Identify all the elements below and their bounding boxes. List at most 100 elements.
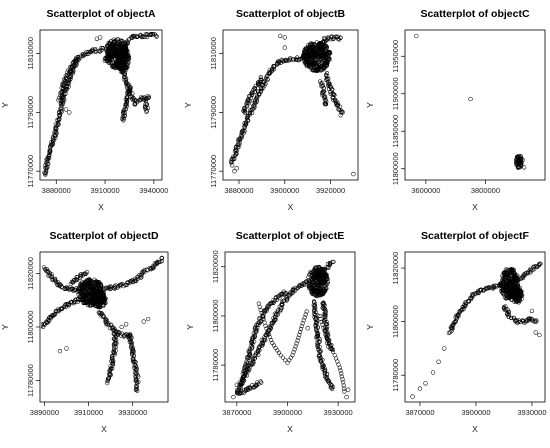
y-tick-label: 11780000 bbox=[391, 359, 400, 392]
data-point bbox=[142, 34, 147, 39]
x-tick-label: 3600000 bbox=[411, 186, 440, 195]
data-point bbox=[519, 289, 524, 294]
data-point bbox=[103, 300, 108, 305]
data-point bbox=[56, 95, 61, 100]
data-point bbox=[506, 314, 511, 319]
data-point bbox=[237, 382, 242, 387]
data-point bbox=[532, 264, 537, 269]
data-point bbox=[316, 60, 321, 65]
data-point bbox=[311, 269, 316, 274]
data-point bbox=[61, 304, 67, 309]
data-point bbox=[283, 291, 288, 296]
data-point bbox=[320, 364, 325, 370]
data-point bbox=[124, 67, 129, 72]
plot-frame bbox=[39, 29, 163, 181]
y-tick-label: 11800000 bbox=[211, 300, 220, 333]
data-point bbox=[460, 307, 465, 312]
data-point bbox=[123, 102, 128, 107]
data-point bbox=[318, 79, 323, 84]
data-point bbox=[502, 270, 507, 275]
data-point bbox=[324, 334, 329, 339]
data-point bbox=[147, 265, 152, 271]
data-point bbox=[525, 317, 530, 322]
data-point bbox=[57, 348, 63, 354]
data-point bbox=[328, 261, 333, 266]
chart-panel-6: Scatterplot of objectF 3870000 3900000 3930… bbox=[365, 230, 547, 434]
data-point bbox=[322, 288, 328, 294]
data-point bbox=[83, 51, 88, 56]
data-point bbox=[117, 48, 122, 53]
data-point bbox=[247, 353, 252, 358]
data-point bbox=[117, 59, 122, 64]
data-point bbox=[291, 350, 296, 355]
data-point bbox=[145, 106, 151, 111]
data-point bbox=[110, 361, 116, 366]
data-point bbox=[73, 299, 78, 305]
y-tick-label: 11810000 bbox=[26, 37, 35, 70]
data-point bbox=[126, 90, 131, 95]
data-point bbox=[321, 312, 326, 317]
data-point bbox=[82, 52, 87, 58]
data-point bbox=[131, 354, 136, 359]
data-point bbox=[280, 302, 285, 307]
chart-title: Scatterplot of objectD bbox=[49, 230, 159, 242]
data-point bbox=[516, 297, 521, 302]
data-point bbox=[237, 136, 242, 141]
data-point bbox=[62, 78, 67, 83]
data-point bbox=[326, 265, 331, 270]
data-point bbox=[514, 162, 519, 168]
data-point bbox=[538, 261, 543, 266]
data-point bbox=[325, 332, 330, 337]
data-point bbox=[240, 128, 245, 133]
data-point bbox=[516, 299, 521, 304]
data-point bbox=[263, 323, 268, 328]
data-point bbox=[505, 295, 510, 300]
data-point bbox=[313, 266, 319, 271]
data-point bbox=[82, 280, 87, 285]
data-point bbox=[135, 388, 140, 393]
data-point bbox=[292, 347, 297, 352]
data-point bbox=[301, 52, 306, 58]
data-point bbox=[251, 103, 256, 108]
x-axis-label: X bbox=[472, 424, 478, 434]
y-axis-label: Y bbox=[365, 324, 375, 330]
x-axis-label: X bbox=[287, 424, 293, 434]
data-point bbox=[99, 299, 104, 304]
data-point bbox=[317, 46, 322, 51]
data-point bbox=[250, 92, 255, 98]
data-point bbox=[278, 33, 283, 39]
data-point bbox=[322, 328, 327, 333]
data-point bbox=[255, 80, 261, 85]
data-point bbox=[253, 98, 258, 103]
data-point bbox=[330, 386, 335, 392]
data-point bbox=[142, 268, 147, 273]
data-point bbox=[504, 289, 510, 294]
data-point bbox=[508, 284, 513, 289]
data-point bbox=[237, 380, 242, 385]
x-axis-label: X bbox=[288, 202, 294, 212]
data-point bbox=[89, 48, 94, 54]
data-point bbox=[82, 286, 87, 291]
data-point bbox=[504, 293, 509, 298]
data-point bbox=[293, 344, 298, 349]
data-point bbox=[50, 136, 55, 141]
data-point bbox=[521, 165, 527, 170]
data-point bbox=[99, 312, 104, 317]
data-point bbox=[156, 259, 161, 264]
data-point bbox=[234, 166, 239, 171]
data-point bbox=[290, 353, 295, 358]
data-point bbox=[235, 391, 240, 396]
data-point bbox=[505, 274, 511, 279]
data-point bbox=[129, 350, 135, 355]
data-point bbox=[308, 65, 313, 70]
data-point bbox=[323, 331, 328, 336]
data-point bbox=[242, 372, 247, 377]
data-points bbox=[410, 261, 543, 399]
data-point bbox=[258, 76, 263, 81]
data-point bbox=[272, 64, 277, 69]
data-point bbox=[514, 274, 519, 279]
data-point bbox=[310, 56, 315, 61]
data-point bbox=[317, 282, 322, 287]
data-point bbox=[265, 329, 270, 334]
data-point bbox=[312, 67, 318, 72]
